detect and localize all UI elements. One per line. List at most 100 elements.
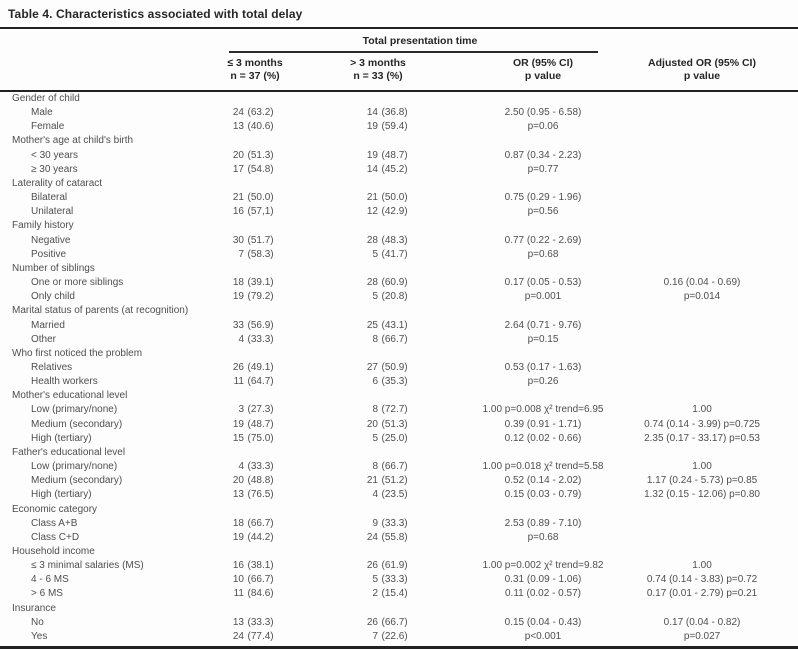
or-value: 1.00 p=0.018 χ² trend=5.58 (482, 461, 604, 473)
bottom-rule (0, 646, 798, 650)
column-header-row: ≤ 3 months n = 37 (%) > 3 months n = 33 … (0, 53, 798, 90)
table-row: Negative 30 (51.7) 28 (48.3) 0.77 (0.22 - 2.6… (0, 234, 798, 248)
or-value: 0.15 (0.04 - 0.43) (504, 616, 582, 628)
row-label: Female (31, 121, 65, 133)
adjusted-or-value: 1.00 (692, 461, 712, 473)
column-header-line2: p value (524, 70, 562, 82)
column-header-line1: OR (95% CI) (512, 57, 574, 69)
section-label: Father's educational level (12, 446, 126, 458)
table-row: Unilateral 16 (57,1) 12 (42.9) p=0.56 (0, 205, 798, 219)
adjusted-or-value (638, 163, 798, 177)
or-value: p<0.001 (524, 630, 562, 642)
table-row: Female 13 (40.6) 19 (59.4) p=0.06 (0, 120, 798, 134)
or-value: 0.11 (0.02 - 0.57) (505, 588, 581, 600)
gt3-months-value: 20 (51.3) (366, 418, 408, 430)
gt3-months-value: 14 (45.2) (366, 163, 408, 175)
or-value: p=0.56 (527, 206, 559, 218)
or-value: 2.64 (0.71 - 9.76) (504, 319, 582, 331)
le3-months-value: 18 (66.7) (232, 517, 274, 529)
or-value: 0.53 (0.17 - 1.63) (504, 361, 582, 373)
spanner-spacer-left (0, 29, 202, 53)
adjusted-or-value (638, 319, 798, 333)
gt3-months-value: 25 (43.1) (366, 319, 408, 331)
table-row: Low (primary/none) 3 (27.3) 8 (72.7) 1.00 p=0… (0, 403, 798, 417)
le3-months-value: 30 (51.7) (232, 234, 274, 246)
section-header-row: Household income (0, 545, 798, 559)
spanner-row: Total presentation time (0, 29, 798, 53)
label-column-header (0, 53, 202, 90)
row-label: Positive (31, 248, 67, 260)
le3-months-value: 7 (58.3) (238, 248, 274, 260)
le3-months-value: 19 (48.7) (232, 418, 274, 430)
row-label: ≤ 3 minimal salaries (MS) (31, 560, 144, 572)
adjusted-or-value (638, 333, 798, 347)
column-header-le3-months: ≤ 3 months n = 37 (%) (202, 53, 308, 90)
row-label: Relatives (31, 361, 73, 373)
table-row: Bilateral 21 (50.0) 21 (50.0) 0.75 (0.29 - 1.… (0, 191, 798, 205)
adjusted-or-value: 1.17 (0.24 - 5.73) p=0.85 (646, 475, 758, 487)
adjusted-or-value (638, 248, 798, 262)
or-value: 1.00 p=0.008 χ² trend=6.95 (482, 404, 604, 416)
spanner-cell: Total presentation time (202, 29, 638, 53)
table-row: Class A+B 18 (66.7) 9 (33.3) 2.53 (0.89 - 7.1… (0, 517, 798, 531)
or-value: 0.75 (0.29 - 1.96) (504, 192, 582, 204)
section-header-row: Mother's age at child's birth (0, 134, 798, 148)
table-row: Health workers 11 (64.7) 6 (35.3) p=0.26 (0, 375, 798, 389)
column-header-line2: n = 37 (%) (230, 70, 280, 82)
gt3-months-value: 8 (72.7) (372, 404, 408, 416)
le3-months-value: 11 (84.6) (233, 588, 274, 600)
adjusted-or-value: 0.16 (0.04 - 0.69) (663, 277, 741, 289)
section-header-row: Gender of child (0, 92, 798, 106)
gt3-months-value: 8 (66.7) (372, 333, 408, 345)
le3-months-value: 18 (39.1) (232, 277, 274, 289)
gt3-months-value: 26 (61.9) (366, 560, 408, 572)
row-label: Medium (secondary) (31, 418, 123, 430)
table-row: High (tertiary) 13 (76.5) 4 (23.5) 0.15 (0.03… (0, 488, 798, 502)
section-header-row: Laterality of cataract (0, 177, 798, 191)
le3-months-value: 26 (49.1) (232, 361, 274, 373)
or-value: p=0.68 (527, 531, 559, 543)
characteristics-table-body: Gender of child Male 24 (63.2) 14 (36.8) 2.50 … (0, 92, 798, 644)
le3-months-value: 4 (33.3) (238, 461, 274, 473)
adjusted-or-value (638, 531, 798, 545)
section-label: Gender of child (12, 93, 80, 104)
spanner-spacer-right (638, 29, 798, 53)
row-label: Yes (31, 630, 48, 642)
or-value: p=0.77 (527, 163, 559, 175)
row-label: Class C+D (31, 531, 80, 543)
gt3-months-value: 9 (33.3) (372, 517, 408, 529)
or-value: p=0.001 (524, 291, 562, 303)
gt3-months-value: 19 (48.7) (366, 149, 408, 161)
le3-months-value: 16 (57,1) (232, 206, 274, 218)
section-header-row: Insurance (0, 602, 798, 616)
column-header-or: OR (95% CI) p value (448, 53, 638, 90)
section-label: Who first noticed the problem (12, 347, 143, 359)
spanner-underline (229, 51, 598, 53)
gt3-months-value: 12 (42.9) (366, 206, 408, 218)
le3-months-value: 19 (44.2) (232, 531, 274, 543)
table-body: Gender of child Male 24 (63.2) 14 (36.8) 2.50 … (0, 92, 798, 644)
characteristics-table: Total presentation time ≤ 3 months n = 3… (0, 29, 798, 90)
table-title: Table 4. Characteristics associated with… (8, 7, 303, 21)
table-row: No 13 (33.3) 26 (66.7) 0.15 (0.04 - 0.43) 0.17… (0, 616, 798, 630)
row-label: < 30 years (31, 149, 78, 161)
or-value: p=0.06 (527, 121, 559, 133)
gt3-months-value: 5 (33.3) (372, 574, 408, 586)
or-value: p=0.68 (527, 248, 559, 260)
column-header-line2: n = 33 (%) (353, 70, 403, 82)
gt3-months-value: 6 (35.3) (372, 376, 408, 388)
le3-months-value: 13 (76.5) (232, 489, 274, 501)
table-row: Yes 24 (77.4) 7 (22.6) p<0.001 p=0.027 (0, 630, 798, 644)
table-row: < 30 years 20 (51.3) 19 (48.7) 0.87 (0.34 - 2… (0, 149, 798, 163)
section-label: Marital status of parents (at recognitio… (12, 305, 189, 317)
le3-months-value: 20 (48.8) (232, 475, 274, 487)
gt3-months-value: 24 (55.8) (366, 531, 408, 543)
adjusted-or-value: 0.74 (0.14 - 3.83) p=0.72 (646, 574, 758, 586)
top-rule (0, 27, 798, 29)
table-row: Medium (secondary) 20 (48.8) 21 (51.2) 0.52 (… (0, 474, 798, 488)
le3-months-value: 10 (66.7) (232, 574, 274, 586)
row-label: Bilateral (31, 192, 68, 204)
row-label: High (tertiary) (31, 432, 92, 444)
table-row: Only child 19 (79.2) 5 (20.8) p=0.001 p=0.014 (0, 290, 798, 304)
row-label: Only child (31, 291, 75, 303)
